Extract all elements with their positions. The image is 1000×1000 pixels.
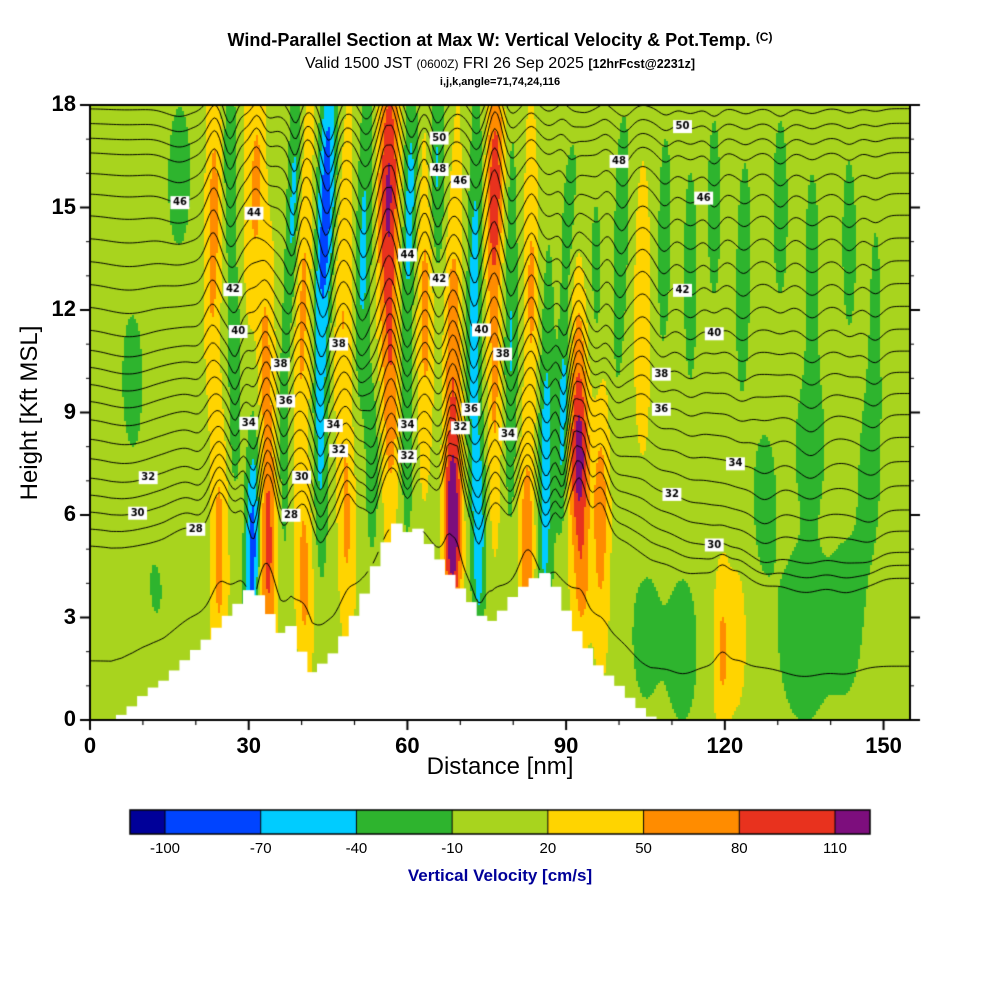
subtitle-line: Valid 1500 JST (0600Z) FRI 26 Sep 2025 [… bbox=[0, 55, 1000, 73]
y-tick-label: 6 bbox=[63, 501, 76, 526]
chart-title: Wind-Parallel Section at Max W: Vertical… bbox=[227, 30, 751, 50]
grid-info: i,j,k,angle=71,74,24,116 bbox=[439, 76, 561, 88]
valid-time-utc: (0600Z) bbox=[416, 57, 459, 71]
x-tick-label: 90 bbox=[553, 733, 579, 758]
colorbar-tick-label: -10 bbox=[441, 840, 463, 857]
y-tick-label: 9 bbox=[63, 398, 76, 424]
y-tick-label: 15 bbox=[51, 193, 76, 219]
colorbar-tick-label: 20 bbox=[539, 840, 557, 857]
colorbar-tick-label: -70 bbox=[249, 840, 272, 857]
forecast-tag: [12hrFcst@2231z] bbox=[588, 57, 696, 71]
title-line: Wind-Parallel Section at Max W: Vertical… bbox=[0, 30, 1000, 51]
x-tick-label: 150 bbox=[865, 733, 902, 758]
y-tick-label: 0 bbox=[63, 706, 76, 731]
x-tick-label: 0 bbox=[83, 733, 97, 758]
colorbar-tick-label: 50 bbox=[635, 840, 652, 857]
y-tick-label: 12 bbox=[51, 296, 76, 321]
colorbar-title: Vertical Velocity [cm/s] bbox=[407, 866, 593, 885]
y-tick-label: 3 bbox=[63, 603, 76, 629]
valid-time: Valid 1500 JST bbox=[304, 55, 412, 72]
x-tick-label: 120 bbox=[706, 733, 744, 758]
x-axis-title: Distance [nm] bbox=[426, 753, 574, 780]
y-tick-label: 18 bbox=[51, 91, 76, 116]
colorbar-tick-label: -40 bbox=[345, 840, 368, 857]
colorbar-tick-label: 80 bbox=[730, 840, 748, 857]
colorbar-tick-label: 110 bbox=[823, 840, 847, 857]
valid-date: FRI 26 Sep 2025 bbox=[462, 55, 584, 72]
chart-title-unit: (C) bbox=[755, 30, 773, 44]
colorbar-tick-label: -100 bbox=[149, 840, 181, 857]
x-tick-label: 60 bbox=[395, 733, 420, 758]
x-tick-label: 30 bbox=[236, 733, 261, 758]
